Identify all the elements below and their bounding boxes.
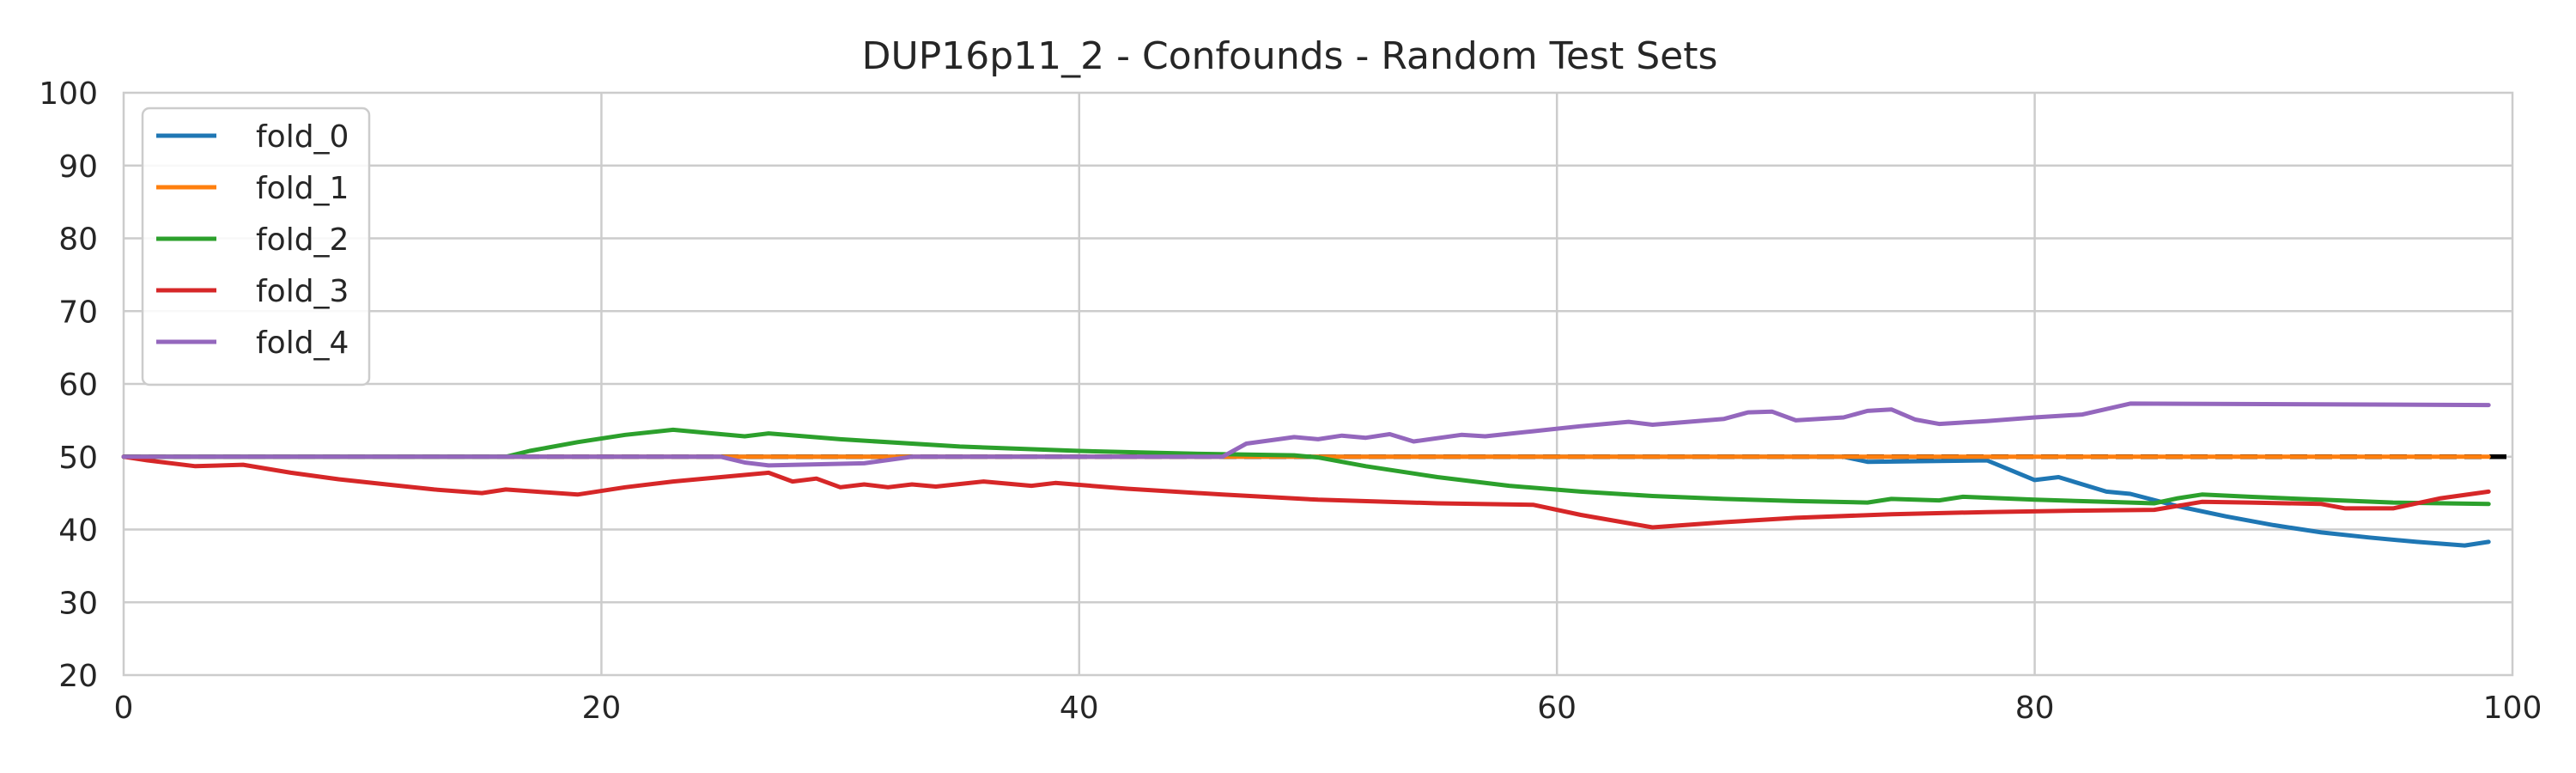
tick-labels: 0 20 40 60 80 100 20 30 40 50 60 70 80 90 100	[39, 76, 2542, 726]
y-tick-label: 80	[58, 222, 98, 258]
legend-label: fold_3	[256, 274, 349, 309]
y-tick-label: 60	[58, 368, 98, 403]
x-tick-label: 20	[581, 691, 621, 726]
y-tick-label: 70	[58, 295, 98, 330]
y-tick-label: 30	[58, 586, 98, 621]
series-line-fold_3	[121, 454, 2491, 530]
legend-label: fold_2	[256, 222, 349, 258]
x-tick-label: 60	[1537, 691, 1577, 726]
legend-label: fold_4	[256, 326, 349, 361]
legend-label: fold_1	[256, 171, 349, 206]
y-tick-label: 100	[39, 76, 98, 112]
x-tick-label: 80	[2015, 691, 2055, 726]
y-tick-label: 20	[58, 659, 98, 694]
x-tick-label: 100	[2483, 691, 2543, 726]
y-tick-label: 90	[58, 149, 98, 185]
y-tick-label: 40	[58, 514, 98, 549]
legend: fold_0 fold_1 fold_2 fold_3 fold_4	[141, 107, 371, 386]
x-tick-label: 40	[1060, 691, 1099, 726]
series-line-fold_2	[121, 427, 2491, 507]
x-tick-label: 0	[114, 691, 134, 726]
series-line-fold_0	[121, 454, 2491, 548]
axes-border	[122, 91, 2514, 677]
y-tick-label: 50	[58, 441, 98, 476]
legend-label: fold_0	[256, 119, 349, 155]
axes-frame	[122, 91, 2514, 677]
series-line-fold_4	[121, 401, 2491, 468]
series-lines	[121, 401, 2491, 548]
legend-box	[141, 107, 371, 386]
chart-title: DUP16p11_2 - Confounds - Random Test Set…	[862, 34, 1718, 78]
